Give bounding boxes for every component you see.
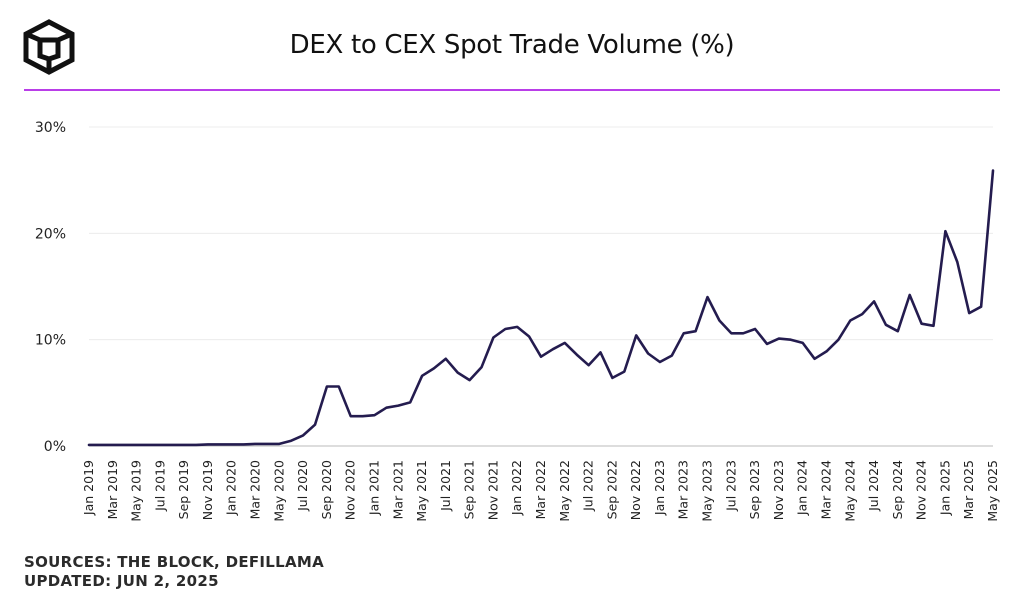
x-tick-label: Jul 2024: [866, 460, 881, 512]
x-tick-label: May 2023: [700, 460, 715, 522]
y-tick-label: 20%: [35, 226, 66, 242]
accent-divider: [24, 89, 1000, 91]
x-tick-label: Sep 2019: [176, 460, 191, 519]
x-tick-label: Nov 2024: [914, 460, 929, 520]
cube-logo-icon: [22, 18, 76, 76]
chart-title: DEX to CEX Spot Trade Volume (%): [289, 30, 735, 60]
x-tick-label: Jan 2021: [366, 460, 381, 516]
series-line: [87, 169, 995, 447]
x-tick-label: May 2024: [842, 460, 857, 522]
x-tick-label: May 2020: [271, 460, 286, 522]
x-tick-label: Mar 2023: [676, 460, 691, 519]
x-tick-label: Jan 2020: [224, 460, 239, 516]
y-tick-label: 10%: [35, 333, 66, 349]
footer: SOURCES: THE BLOCK, DEFILLAMA UPDATED: J…: [24, 553, 324, 591]
y-tick-label: 30%: [35, 120, 66, 136]
x-tick-label: Jan 2022: [509, 460, 524, 516]
x-tick-label: Mar 2019: [105, 460, 120, 519]
x-tick-label: Jul 2023: [723, 460, 738, 512]
y-tick-label: 0%: [44, 439, 66, 455]
x-tick-label: Mar 2024: [818, 460, 833, 519]
x-tick-label: Nov 2022: [628, 460, 643, 520]
x-tick-label: Sep 2021: [462, 460, 477, 519]
x-tick-label: Jul 2022: [581, 460, 596, 512]
x-tick-label: Sep 2023: [747, 460, 762, 519]
x-tick-label: Nov 2021: [485, 460, 500, 520]
x-tick-label: Nov 2020: [343, 460, 358, 520]
x-tick-label: May 2022: [557, 460, 572, 522]
x-tick-label: Jan 2019: [81, 460, 96, 516]
x-tick-label: Mar 2025: [961, 460, 976, 519]
x-tick-label: Jan 2023: [652, 460, 667, 516]
x-tick-label: Nov 2023: [771, 460, 786, 520]
x-tick-label: Sep 2022: [604, 460, 619, 519]
sources-text: SOURCES: THE BLOCK, DEFILLAMA: [24, 553, 325, 571]
x-tick-label: Sep 2020: [319, 460, 334, 519]
x-tick-label: Jan 2024: [795, 460, 810, 516]
updated-text: UPDATED: JUN 2, 2025: [24, 572, 219, 590]
x-tick-label: Jul 2019: [152, 460, 167, 512]
x-tick-label: Nov 2019: [200, 460, 215, 520]
x-tick-label: Jul 2020: [295, 460, 310, 512]
line-chart: 0% 10% 20% 30% Jan 2019 Mar 2019 May 2019 Jul 2…: [35, 120, 1000, 522]
x-tick-label: May 2025: [985, 460, 1000, 522]
x-tick-label: Jan 2025: [937, 460, 952, 516]
x-tick-label: May 2021: [414, 460, 429, 522]
x-tick-label: Mar 2021: [390, 460, 405, 519]
x-tick-label: Mar 2020: [248, 460, 263, 519]
x-tick-label: May 2019: [129, 460, 144, 522]
x-tick-label: Mar 2022: [533, 460, 548, 519]
x-tick-label: Jul 2021: [438, 460, 453, 512]
x-tick-label: Sep 2024: [890, 460, 905, 519]
